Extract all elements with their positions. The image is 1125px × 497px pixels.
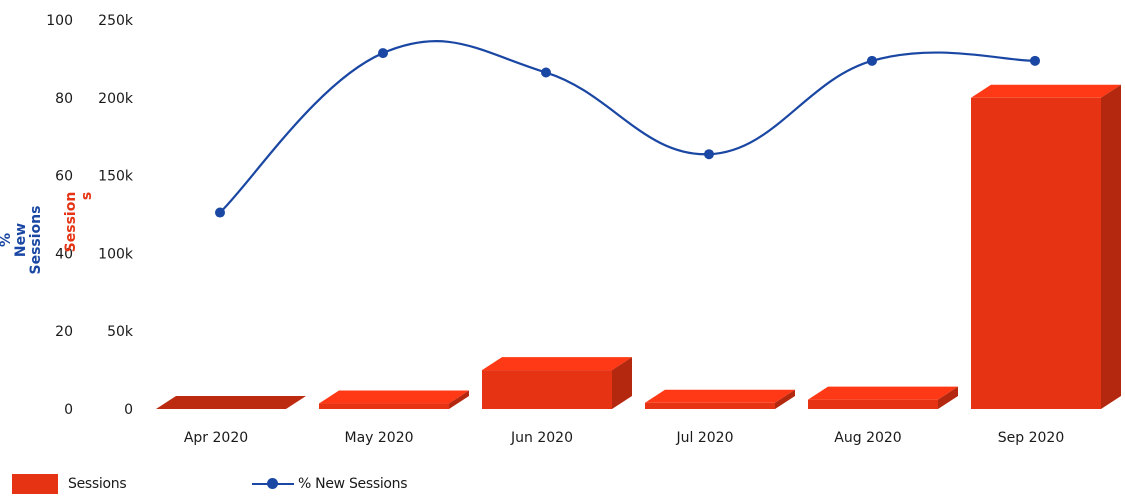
legend-item-sessions[interactable]: Sessions	[12, 474, 127, 494]
left-axis-tick: 40	[55, 246, 73, 262]
sessions-bar-top	[319, 390, 469, 404]
left-axis-tick: 100	[46, 13, 73, 29]
right-axis-tick: 150k	[98, 169, 134, 185]
x-axis-tick: May 2020	[344, 430, 413, 446]
x-axis-tick: Jul 2020	[676, 430, 734, 446]
sessions-bar-side	[1101, 84, 1121, 410]
legend-item-new-sessions[interactable]: % New Sessions	[252, 474, 408, 494]
left-axis-tick: 80	[55, 91, 73, 107]
sessions-bar-top	[645, 389, 795, 403]
sessions-bar	[808, 386, 958, 409]
new-sessions-line	[215, 40, 1040, 218]
sessions-bar-top	[971, 84, 1121, 98]
new-sessions-point	[378, 48, 388, 59]
right-axis-tick: 50k	[107, 324, 134, 340]
sessions-bar-side	[938, 386, 958, 409]
new-sessions-point	[541, 67, 551, 78]
sessions-bar-top	[482, 357, 632, 371]
new-sessions-point	[867, 55, 877, 66]
x-axis-ticks: Apr 2020 May 2020 Jun 2020 Jul 2020 Aug 2020…	[184, 430, 1064, 446]
left-axis-ticks: 0 20 40 60 80 100	[46, 13, 73, 418]
sessions-bar	[971, 84, 1121, 410]
legend-label-new-sessions: % New Sessions	[298, 476, 408, 492]
left-axis-tick: 60	[55, 169, 73, 185]
x-axis-tick: Sep 2020	[998, 430, 1064, 446]
right-axis-ticks: 0 50k 100k 150k 200k 250k	[98, 13, 134, 418]
legend-swatch-new-sessions	[252, 474, 294, 494]
sessions-bar-front	[319, 403, 449, 409]
sessions-bar-side	[775, 389, 795, 409]
right-axis-tick: 100k	[98, 246, 134, 262]
right-axis-tick: 250k	[98, 13, 134, 29]
sessions-bar-front	[645, 402, 775, 409]
sessions-bar-front	[808, 399, 938, 409]
right-axis-tick: 0	[124, 402, 133, 418]
new-sessions-point	[1030, 55, 1040, 66]
sessions-bar	[482, 357, 632, 409]
x-axis-tick: Apr 2020	[184, 430, 248, 446]
sessions-bar-front	[482, 370, 612, 409]
legend-label-sessions: Sessions	[68, 476, 127, 492]
left-axis-tick: 20	[55, 324, 73, 340]
sessions-bar	[319, 390, 469, 409]
combo-chart: 0 20 40 60 80 100 0 50k 100k 150k 200k 250k %NewSe…	[0, 13, 1121, 446]
left-axis-tick: 0	[64, 402, 73, 418]
sessions-bar-side	[449, 390, 469, 409]
sessions-bar-side	[612, 357, 632, 409]
sessions-bar-top	[156, 396, 306, 409]
sessions-bars	[156, 84, 1121, 410]
left-axis-title: %NewSessions	[0, 206, 44, 275]
sessions-bar	[645, 389, 795, 409]
sessions-bar-front	[971, 97, 1101, 410]
new-sessions-point	[215, 207, 225, 218]
legend: Sessions % New Sessions	[0, 474, 1125, 497]
right-axis-tick: 200k	[98, 91, 134, 107]
x-axis-tick: Aug 2020	[834, 430, 901, 446]
x-axis-tick: Jun 2020	[510, 430, 573, 446]
right-axis-title: Sessions	[63, 192, 95, 253]
new-sessions-point	[704, 149, 714, 160]
new-sessions-line-path	[219, 40, 1036, 214]
sessions-bar	[156, 396, 306, 409]
legend-swatch-sessions	[12, 474, 58, 494]
sessions-bar-top	[808, 386, 958, 400]
